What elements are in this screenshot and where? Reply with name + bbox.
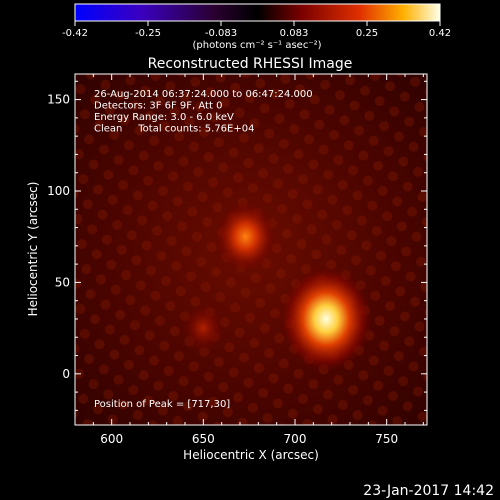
y-tick-label: 50 xyxy=(55,275,70,289)
chart-title: Reconstructed RHESSI Image xyxy=(148,56,353,72)
x-tick-label: 750 xyxy=(375,432,398,446)
colorbar-tick-label: -0.42 xyxy=(62,28,88,39)
y-tick-label: 0 xyxy=(62,367,70,381)
footer-date: 23-Jan-2017 14:42 xyxy=(363,483,494,499)
x-tick-label: 700 xyxy=(284,432,307,446)
y-axis-label: Heliocentric Y (arcsec) xyxy=(26,182,40,317)
axis-ticks: 600 650 700 750 0 50 100 150 xyxy=(47,74,427,446)
colorbar-tick-label: 0.25 xyxy=(356,28,378,39)
annotation-line: Detectors: 3F 6F 9F, Att 0 xyxy=(94,101,222,112)
plot-frame xyxy=(74,73,428,426)
colorbar-tick-label: -0.083 xyxy=(205,28,237,39)
annotations: 26-Aug-2014 06:37:24.000 to 06:47:24.000… xyxy=(94,89,313,135)
x-tick-label: 650 xyxy=(192,432,215,446)
colorbar xyxy=(74,3,441,22)
annotation-line: Clean Total counts: 5.76E+04 xyxy=(94,124,254,135)
source-blob xyxy=(280,266,373,372)
source-blob xyxy=(213,200,278,274)
peak-position-label: Position of Peak = [717,30] xyxy=(94,399,230,410)
heatmap-image xyxy=(75,74,427,425)
annotation-line: 26-Aug-2014 06:37:24.000 to 06:47:24.000 xyxy=(94,89,313,100)
annotation-line: Energy Range: 3.0 - 6.0 keV xyxy=(94,112,234,123)
colorbar-tick-label: 0.083 xyxy=(280,28,309,39)
x-tick-label: 600 xyxy=(100,432,123,446)
x-axis-label: Heliocentric X (arcsec) xyxy=(183,448,319,462)
colorbar-tick-label: -0.25 xyxy=(135,28,161,39)
colorbar-tick-label: 0.42 xyxy=(429,28,451,39)
colorbar-label: (photons cm⁻² s⁻¹ asec⁻²) xyxy=(192,40,321,51)
source-blob xyxy=(181,302,226,354)
y-tick-label: 100 xyxy=(47,184,70,198)
colorbar-ticks: -0.42 -0.25 -0.083 0.083 0.25 0.42 xyxy=(62,21,451,39)
y-tick-label: 150 xyxy=(47,93,70,107)
